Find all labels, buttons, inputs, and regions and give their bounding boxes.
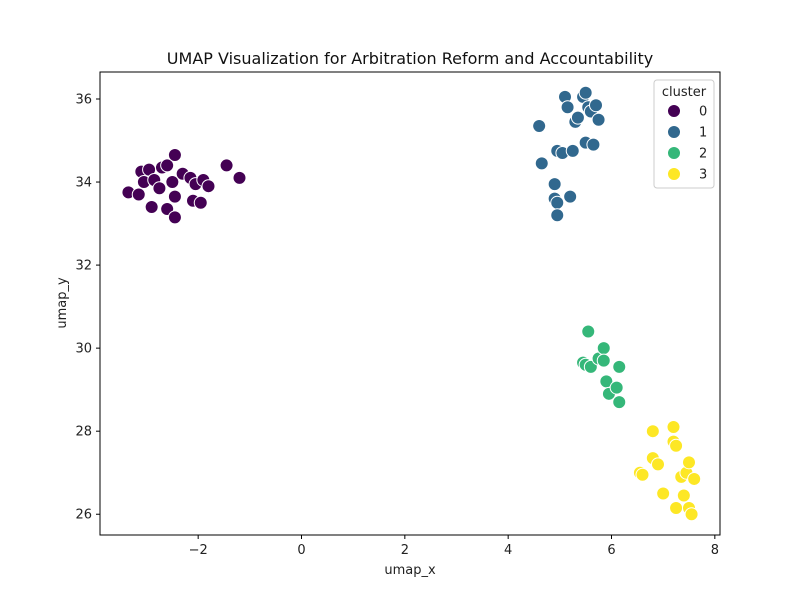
x-tick-label: 2 xyxy=(401,543,409,558)
point-cluster-1-13 xyxy=(570,110,585,125)
x-tick-label: 8 xyxy=(711,543,719,558)
point-cluster-2-2 xyxy=(581,324,596,339)
legend-title: cluster xyxy=(662,85,707,100)
points-layer xyxy=(121,85,702,522)
point-cluster-0-22 xyxy=(219,158,234,173)
y-tick-label: 30 xyxy=(75,342,92,357)
y-tick-label: 32 xyxy=(75,259,92,274)
point-cluster-2-9 xyxy=(609,380,624,395)
legend-marker-0 xyxy=(667,104,681,118)
point-cluster-0-21 xyxy=(201,179,216,194)
point-cluster-0-14 xyxy=(167,210,182,225)
y-tick-label: 28 xyxy=(75,425,92,440)
y-tick-label: 36 xyxy=(75,92,92,107)
point-cluster-3-6 xyxy=(666,420,681,435)
point-cluster-3-15 xyxy=(684,507,699,522)
point-cluster-0-11 xyxy=(165,175,180,190)
y-tick-label: 26 xyxy=(75,508,92,523)
point-cluster-3-16 xyxy=(687,471,702,486)
point-cluster-1-5 xyxy=(550,195,565,210)
y-axis-label: umap_y xyxy=(55,277,70,329)
legend-label-3: 3 xyxy=(699,168,707,183)
point-cluster-3-4 xyxy=(651,457,665,472)
legend-marker-1 xyxy=(667,125,681,139)
point-cluster-0-10 xyxy=(160,158,175,173)
x-tick-label: −2 xyxy=(189,543,208,558)
legend-label-1: 1 xyxy=(699,126,707,141)
x-tick-label: 6 xyxy=(607,543,615,558)
point-cluster-3-5 xyxy=(656,486,671,501)
point-cluster-1-20 xyxy=(589,98,603,113)
legend-label-2: 2 xyxy=(699,147,707,162)
x-tick-label: 0 xyxy=(297,543,305,558)
point-cluster-1-1 xyxy=(534,156,549,171)
axes-layer xyxy=(99,71,721,536)
x-tick-label: 4 xyxy=(504,543,512,558)
point-cluster-1-19 xyxy=(586,137,601,152)
point-cluster-3-13 xyxy=(682,455,696,470)
point-cluster-0-13 xyxy=(167,189,182,204)
legend-marker-3 xyxy=(667,167,681,181)
point-cluster-2-5 xyxy=(596,341,611,356)
point-cluster-1-0 xyxy=(532,118,547,133)
point-cluster-3-1 xyxy=(635,467,650,482)
chart-title: UMAP Visualization for Arbitration Refor… xyxy=(167,49,653,68)
point-cluster-1-9 xyxy=(560,100,575,115)
y-tick-label: 34 xyxy=(75,176,92,191)
point-cluster-1-6 xyxy=(550,208,565,223)
point-cluster-0-12 xyxy=(167,148,182,163)
point-cluster-1-10 xyxy=(563,189,578,204)
point-cluster-3-9 xyxy=(669,501,684,516)
point-cluster-0-7 xyxy=(152,181,167,196)
legend: cluster 0 1 2 3 xyxy=(653,79,715,189)
point-cluster-3-2 xyxy=(645,424,660,439)
plot-frame xyxy=(99,71,721,536)
point-cluster-1-2 xyxy=(547,177,562,192)
legend-marker-2 xyxy=(667,146,681,160)
point-cluster-0-5 xyxy=(144,199,159,214)
point-cluster-2-10 xyxy=(612,359,627,374)
legend-label-0: 0 xyxy=(699,105,707,120)
point-cluster-3-11 xyxy=(676,488,691,503)
point-cluster-1-16 xyxy=(578,85,593,100)
point-cluster-2-6 xyxy=(596,353,611,368)
point-cluster-1-11 xyxy=(565,143,580,158)
point-cluster-0-2 xyxy=(131,187,146,202)
point-cluster-1-21 xyxy=(591,112,606,127)
x-axis-label: umap_x xyxy=(384,563,436,578)
point-cluster-0-19 xyxy=(193,195,208,210)
point-cluster-3-8 xyxy=(669,438,684,453)
point-cluster-0-23 xyxy=(232,170,247,185)
point-cluster-2-11 xyxy=(612,395,627,410)
